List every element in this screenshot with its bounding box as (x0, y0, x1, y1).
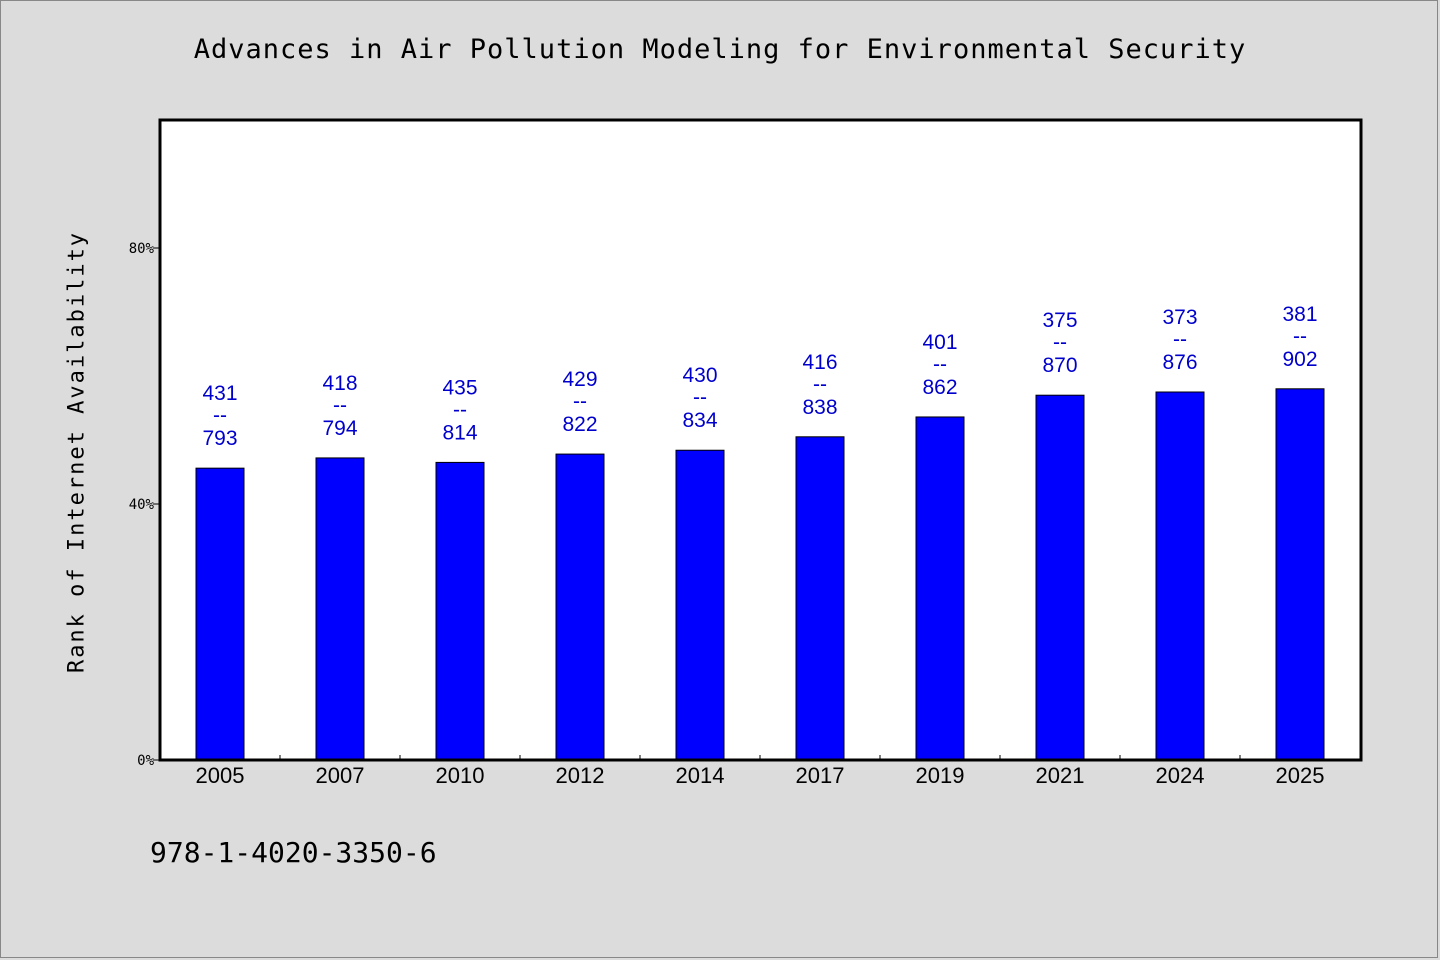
x-tick-label: 2010 (436, 763, 485, 788)
data-label-top: 435 (442, 376, 477, 399)
bar-2017 (795, 436, 845, 761)
data-label-bottom: 838 (802, 396, 837, 419)
data-label-bottom: 902 (1282, 348, 1317, 371)
data-label-top: 430 (682, 364, 717, 387)
x-tick-label: 2012 (556, 763, 605, 788)
x-tick-label: 2024 (1156, 763, 1205, 788)
data-label-bottom: 822 (562, 413, 597, 436)
footer-code: 978-1-4020-3350-6 (150, 836, 437, 869)
bar-2024 (1155, 391, 1205, 761)
data-label-bottom: 793 (202, 427, 237, 450)
data-label-bottom: 876 (1162, 351, 1197, 374)
axes-layer: 0% 40% 80% 2005 2007 2010 2012 2014 2017 2019 2021… (129, 241, 1325, 788)
data-label-top: 381 (1282, 303, 1317, 326)
data-label-bottom: 794 (322, 417, 357, 440)
data-label-bottom: 834 (682, 409, 717, 432)
bar-2012 (555, 453, 605, 761)
data-label-bottom: 814 (442, 421, 477, 444)
data-label-separator: -- (213, 404, 227, 427)
data-label-top: 373 (1162, 306, 1197, 329)
y-tick-label: 0% (137, 753, 154, 769)
data-label-top: 431 (202, 382, 237, 405)
data-label-top: 401 (922, 331, 957, 354)
bar-2014 (675, 449, 725, 761)
data-labels-layer: 431--793418--794435--814429--822430--834… (202, 303, 1317, 450)
data-label-bottom: 862 (922, 376, 957, 399)
data-label-separator: -- (933, 353, 947, 376)
data-label-separator: -- (813, 373, 827, 396)
bar-2007 (315, 457, 365, 761)
bar-2021 (1035, 394, 1085, 761)
x-tick-label: 2005 (196, 763, 245, 788)
data-label-separator: -- (573, 390, 587, 413)
x-tick-label: 2019 (916, 763, 965, 788)
bars-layer (195, 388, 1325, 761)
bar-2019 (915, 416, 965, 761)
x-tick-label: 2014 (676, 763, 725, 788)
x-tick-label: 2007 (316, 763, 365, 788)
x-tick-label: 2017 (796, 763, 845, 788)
data-label-top: 416 (802, 351, 837, 374)
y-tick-label: 40% (129, 497, 155, 513)
data-label-separator: -- (693, 386, 707, 409)
data-label-top: 375 (1042, 309, 1077, 332)
bar-2025 (1275, 388, 1325, 761)
data-label-bottom: 870 (1042, 354, 1077, 377)
x-tick-label: 2025 (1276, 763, 1325, 788)
data-label-separator: -- (1173, 328, 1187, 351)
chart-title: Advances in Air Pollution Modeling for E… (193, 34, 1247, 65)
data-label-separator: -- (1053, 331, 1067, 354)
data-label-separator: -- (453, 398, 467, 421)
data-label-separator: -- (333, 394, 347, 417)
data-label-top: 418 (322, 372, 357, 395)
y-tick-label: 80% (129, 241, 155, 257)
data-label-separator: -- (1293, 325, 1307, 348)
plot-border (158, 118, 1363, 762)
bar-2005 (195, 467, 245, 761)
bar-2010 (435, 461, 485, 761)
x-tick-label: 2021 (1036, 763, 1085, 788)
data-label-top: 429 (562, 368, 597, 391)
